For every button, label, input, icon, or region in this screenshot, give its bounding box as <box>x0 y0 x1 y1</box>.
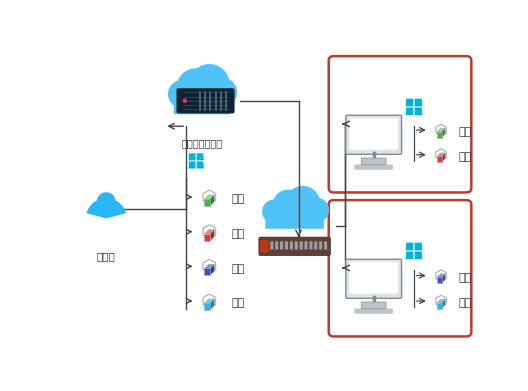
Text: 管理员: 管理员 <box>97 251 116 261</box>
FancyBboxPatch shape <box>290 241 293 249</box>
Polygon shape <box>204 299 214 303</box>
Circle shape <box>168 80 196 108</box>
Polygon shape <box>414 108 422 115</box>
Circle shape <box>183 99 186 102</box>
Polygon shape <box>442 299 445 308</box>
Polygon shape <box>437 156 442 162</box>
Text: 编程: 编程 <box>231 229 244 239</box>
FancyBboxPatch shape <box>309 241 313 249</box>
FancyBboxPatch shape <box>355 309 392 313</box>
Text: 办公: 办公 <box>458 298 472 308</box>
Circle shape <box>208 78 237 107</box>
Circle shape <box>272 190 304 221</box>
FancyBboxPatch shape <box>259 237 331 256</box>
Polygon shape <box>437 128 445 132</box>
Text: 设计: 设计 <box>458 127 472 137</box>
Polygon shape <box>210 299 214 310</box>
FancyBboxPatch shape <box>329 200 472 336</box>
Polygon shape <box>204 195 214 199</box>
FancyBboxPatch shape <box>346 259 402 298</box>
Polygon shape <box>406 243 413 250</box>
Polygon shape <box>437 277 442 283</box>
Text: 设计: 设计 <box>231 194 244 204</box>
Circle shape <box>304 197 329 222</box>
FancyBboxPatch shape <box>324 241 327 249</box>
Polygon shape <box>437 303 442 308</box>
FancyBboxPatch shape <box>346 115 402 154</box>
FancyBboxPatch shape <box>270 241 274 249</box>
Circle shape <box>286 186 320 221</box>
Polygon shape <box>406 251 413 259</box>
Polygon shape <box>406 108 413 115</box>
Wedge shape <box>87 198 126 219</box>
Polygon shape <box>414 99 422 106</box>
Text: 编程: 编程 <box>458 152 472 162</box>
Polygon shape <box>210 195 214 206</box>
Text: 办公: 办公 <box>231 298 244 308</box>
FancyBboxPatch shape <box>266 212 324 229</box>
Polygon shape <box>442 128 445 138</box>
FancyBboxPatch shape <box>285 241 288 249</box>
Circle shape <box>189 64 230 104</box>
Polygon shape <box>437 299 445 303</box>
FancyBboxPatch shape <box>260 240 269 253</box>
FancyBboxPatch shape <box>299 241 303 249</box>
FancyBboxPatch shape <box>361 302 386 308</box>
Circle shape <box>262 199 286 224</box>
FancyBboxPatch shape <box>177 88 234 113</box>
Polygon shape <box>437 274 445 277</box>
Polygon shape <box>204 234 210 241</box>
Polygon shape <box>188 161 196 169</box>
Circle shape <box>97 192 116 211</box>
FancyBboxPatch shape <box>280 241 283 249</box>
FancyBboxPatch shape <box>349 118 398 150</box>
Polygon shape <box>204 230 214 234</box>
Text: 森途云管理平台: 森途云管理平台 <box>181 138 222 148</box>
Polygon shape <box>437 153 445 156</box>
Polygon shape <box>442 274 445 283</box>
FancyBboxPatch shape <box>314 241 317 249</box>
Polygon shape <box>414 243 422 250</box>
Text: 语音: 语音 <box>231 264 244 274</box>
Polygon shape <box>197 161 204 169</box>
FancyBboxPatch shape <box>319 241 322 249</box>
FancyBboxPatch shape <box>174 94 230 114</box>
Polygon shape <box>210 264 214 275</box>
Text: 语音: 语音 <box>458 273 472 283</box>
Polygon shape <box>414 251 422 259</box>
Polygon shape <box>204 269 210 275</box>
FancyBboxPatch shape <box>305 241 308 249</box>
FancyBboxPatch shape <box>349 262 398 294</box>
Polygon shape <box>442 153 445 162</box>
Polygon shape <box>437 132 442 138</box>
Polygon shape <box>210 230 214 241</box>
Polygon shape <box>204 264 214 269</box>
FancyBboxPatch shape <box>361 158 386 165</box>
FancyBboxPatch shape <box>295 241 298 249</box>
Polygon shape <box>197 153 204 160</box>
Polygon shape <box>188 153 196 160</box>
FancyBboxPatch shape <box>275 241 278 249</box>
Polygon shape <box>204 303 210 310</box>
FancyBboxPatch shape <box>329 56 472 192</box>
Polygon shape <box>204 199 210 206</box>
FancyBboxPatch shape <box>355 165 392 169</box>
Polygon shape <box>406 99 413 106</box>
Circle shape <box>177 68 214 105</box>
